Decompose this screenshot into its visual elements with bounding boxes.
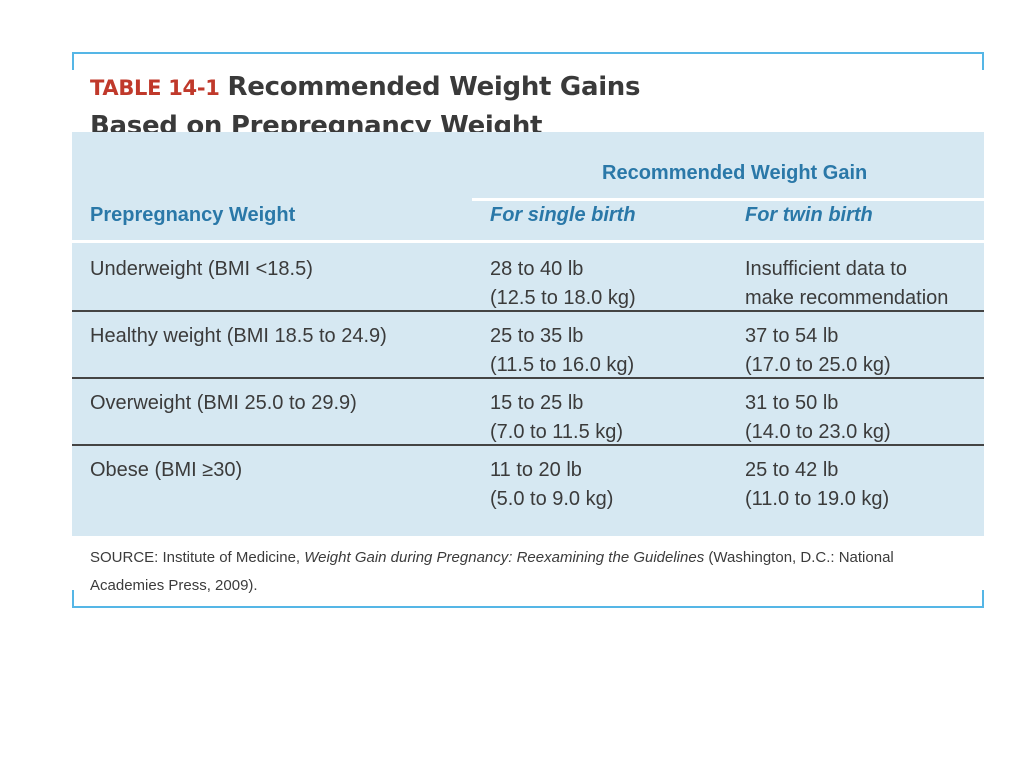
column-header-single-birth: For single birth: [490, 204, 636, 226]
single-birth-lb: 25 to 35 lb: [490, 325, 584, 347]
single-birth-kg: (12.5 to 18.0 kg): [490, 287, 636, 309]
single-birth-lb: 28 to 40 lb: [490, 258, 584, 280]
single-birth-lb: 15 to 25 lb: [490, 392, 584, 414]
twin-birth-kg: (14.0 to 23.0 kg): [745, 421, 891, 443]
twin-birth-cell: 37 to 54 lb (17.0 to 25.0 kg): [745, 322, 891, 380]
category-label: Obese (BMI ≥30): [90, 459, 243, 481]
header-divider: [72, 240, 984, 243]
single-birth-cell: 28 to 40 lb (12.5 to 18.0 kg): [490, 255, 636, 313]
table-row-obese: Obese (BMI ≥30) 11 to 20 lb (5.0 to 9.0 …: [72, 444, 984, 511]
category-label: Healthy weight (BMI 18.5 to 24.9): [90, 325, 387, 347]
source-note: SOURCE: Institute of Medicine, Weight Ga…: [90, 544, 970, 600]
column-header-twin-birth: For twin birth: [745, 204, 873, 226]
source-suffix: (Washington, D.C.: National Academies Pr…: [90, 549, 894, 594]
single-birth-lb: 11 to 20 lb: [490, 459, 582, 481]
table-number: TABLE 14-1: [90, 76, 220, 100]
table-row-overweight: Overweight (BMI 25.0 to 29.9) 15 to 25 l…: [72, 377, 984, 446]
single-birth-kg: (11.5 to 16.0 kg): [490, 354, 635, 376]
source-prefix: SOURCE: Institute of Medicine,: [90, 549, 305, 566]
category-label: Overweight (BMI 25.0 to 29.9): [90, 392, 357, 414]
twin-birth-cell: Insufficient data to make recommendation: [745, 255, 948, 313]
group-header-divider: [472, 198, 984, 201]
single-birth-kg: (7.0 to 11.5 kg): [490, 421, 624, 443]
row-category: Healthy weight (BMI 18.5 to 24.9): [90, 322, 387, 351]
table-row-healthy-weight: Healthy weight (BMI 18.5 to 24.9) 25 to …: [72, 310, 984, 379]
row-category: Underweight (BMI <18.5): [90, 255, 313, 284]
table-row-underweight: Underweight (BMI <18.5) 28 to 40 lb (12.…: [72, 243, 984, 312]
twin-birth-lb: 37 to 54 lb: [745, 325, 839, 347]
table-frame: TABLE 14-1 Recommended Weight Gains Based…: [72, 52, 984, 608]
row-category: Obese (BMI ≥30): [90, 456, 242, 485]
group-header-recommended-gain: Recommended Weight Gain: [602, 162, 868, 184]
twin-birth-kg: make recommendation: [745, 287, 949, 309]
single-birth-kg: (5.0 to 9.0 kg): [490, 488, 614, 510]
single-birth-cell: 15 to 25 lb (7.0 to 11.5 kg): [490, 389, 623, 447]
single-birth-cell: 11 to 20 lb (5.0 to 9.0 kg): [490, 456, 613, 514]
category-label: Underweight (BMI <18.5): [90, 258, 313, 280]
twin-birth-lb: 25 to 42 lb: [745, 459, 839, 481]
source-title: Weight Gain during Pregnancy: Reexaminin…: [304, 549, 705, 566]
table-title-line1: Recommended Weight Gains: [227, 72, 641, 102]
frame-corner-bottom-left: [72, 590, 74, 608]
twin-birth-cell: 25 to 42 lb (11.0 to 19.0 kg): [745, 456, 889, 514]
twin-birth-lb: 31 to 50 lb: [745, 392, 839, 414]
column-header-prepregnancy-weight: Prepregnancy Weight: [90, 204, 296, 226]
twin-birth-kg: (11.0 to 19.0 kg): [745, 488, 890, 510]
twin-birth-kg: (17.0 to 25.0 kg): [745, 354, 891, 376]
row-category: Overweight (BMI 25.0 to 29.9): [90, 389, 357, 418]
frame-corner-bottom-right: [982, 590, 984, 608]
table-body: Recommended Weight Gain Prepregnancy Wei…: [72, 132, 984, 536]
twin-birth-lb: Insufficient data to: [745, 258, 907, 280]
twin-birth-cell: 31 to 50 lb (14.0 to 23.0 kg): [745, 389, 891, 447]
single-birth-cell: 25 to 35 lb (11.5 to 16.0 kg): [490, 322, 634, 380]
